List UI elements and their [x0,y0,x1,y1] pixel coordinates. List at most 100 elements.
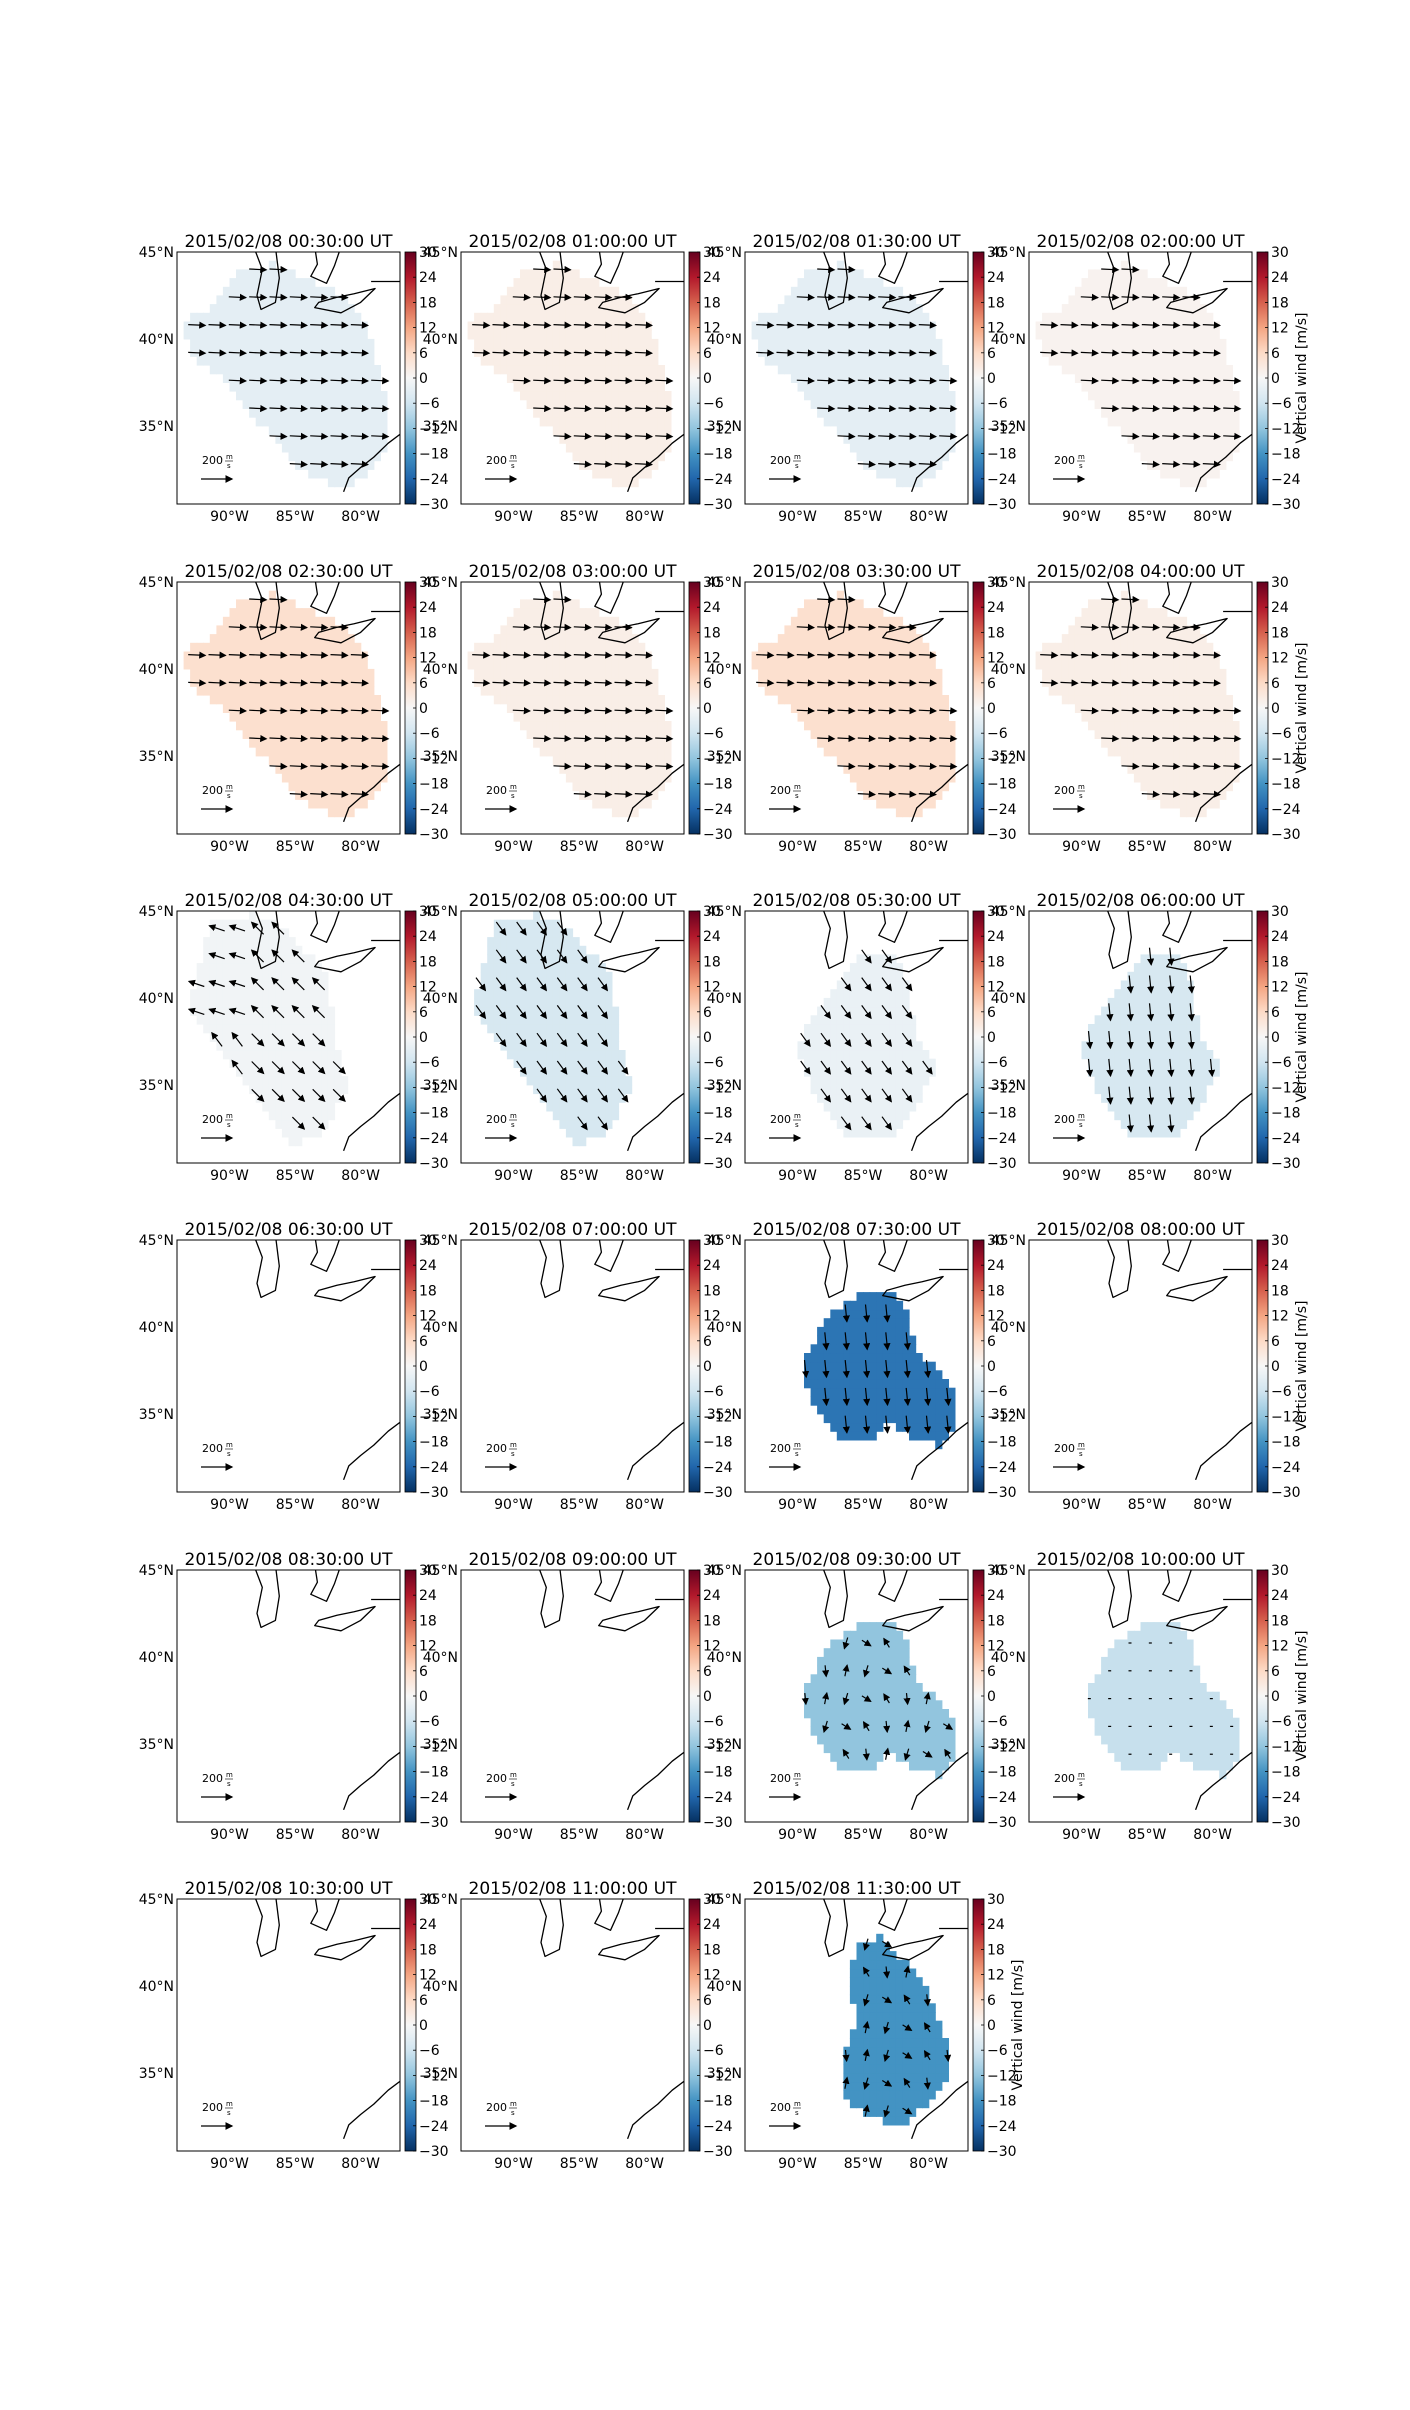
heatmap-cell [764,668,772,679]
heatmap-cell [308,660,316,670]
heatmap-cell [1212,773,1220,783]
heatmap-cell [605,330,613,340]
heatmap-cell [236,1024,244,1034]
heatmap-cell [651,434,659,444]
heatmap-cell [830,608,838,618]
heatmap-cell [797,625,805,635]
heatmap-cell [817,338,825,349]
heatmap-cell [1166,651,1174,661]
heatmap-cell [373,425,381,436]
heatmap-cell [598,790,606,800]
heatmap-cell [784,634,792,644]
heatmap-cell [565,304,574,314]
heatmap-cell [209,365,217,375]
heatmap-cell [572,304,580,314]
heatmap-cell [817,373,825,383]
wind-vector [573,349,592,357]
heatmap-cell [1206,773,1214,783]
heatmap-cell [625,634,633,644]
heatmap-cell [797,634,805,644]
heatmap-cell [236,686,244,696]
heatmap-cell [493,634,501,644]
heatmap-cell [262,989,270,999]
heatmap-cell [1147,460,1155,470]
heatmap-cell [301,738,309,748]
heatmap-cell [1193,373,1201,383]
heatmap-cell [869,408,877,418]
heatmap-cell [236,1067,244,1077]
heatmap-cell [579,764,587,774]
heatmap-cell [644,668,652,679]
heatmap-cell [242,997,250,1008]
heatmap-cell [347,721,355,731]
heatmap-cell [638,356,646,366]
heatmap-cell [360,321,368,331]
lat-tick-label: 45°N [139,575,174,591]
heatmap-cell [314,764,322,774]
wind-vector [533,377,552,385]
wind-vector [573,790,592,798]
heatmap-cell [625,477,633,488]
vector-key: 200 ms [485,783,518,813]
heatmap-cell [249,1084,257,1095]
heatmap-cell [216,356,224,366]
heatmap-cell [236,703,244,713]
lon-tick-label: 90°W [494,509,533,525]
heatmap-cell [895,721,904,731]
heatmap-cell [1199,738,1207,748]
wind-vector [1182,734,1201,743]
heatmap-cell [598,382,606,392]
heatmap-cell [922,712,930,722]
heatmap-cell [638,365,646,375]
heatmap-cell [579,356,587,366]
wind-vectors [1040,595,1242,798]
heatmap-cell [771,330,779,340]
wind-vector [533,734,552,743]
heatmap-cell [321,660,329,670]
heatmap-cell [552,330,560,340]
heatmap-cell [895,425,904,436]
wind-vector [1040,321,1059,329]
heatmap-cell [275,417,283,427]
heatmap-cell [301,790,309,800]
heatmap-cell [1206,721,1214,731]
heatmap-cell [288,417,296,427]
colorbar-tick-label: 18 [987,295,1005,311]
heatmap-cell [823,616,831,627]
wind-vector [614,734,633,743]
heatmap-cell [1160,295,1168,305]
heatmap-cell [1179,469,1188,479]
heatmap-cell [823,634,831,644]
heatmap-cell [314,382,322,392]
lat-tick-label: 45°N [707,575,742,591]
wind-vectors [756,595,958,798]
heatmap-cell [631,807,639,818]
heatmap-cell [196,321,204,331]
heatmap-cell [797,703,805,713]
heatmap-cell [1199,764,1207,774]
heatmap-cell [876,295,884,305]
heatmap-cell [592,408,600,418]
heatmap-cell [889,703,897,713]
heatmap-cell [598,443,606,453]
heatmap-cell [830,721,838,731]
heatmap-cell [592,286,600,297]
heatmap-cell [605,781,613,792]
heatmap-cell [1048,330,1056,340]
heatmap-cell [777,356,785,366]
heatmap-cell [236,295,244,305]
wind-vectors [188,595,390,798]
heatmap-cell [334,417,342,427]
heatmap-cell [480,686,488,696]
wind-vector [289,404,308,413]
heatmap-cell [1193,686,1201,696]
heatmap-cell [856,695,864,705]
heatmap-cell [1094,321,1102,331]
wind-vector [898,349,917,357]
colorbar-tick-label: 12 [419,321,437,337]
heatmap-cell [1120,660,1128,670]
heatmap-cell [922,668,930,679]
heatmap-cell [823,321,831,331]
heatmap-cell [1114,312,1122,323]
heatmap-cell [1173,365,1181,375]
